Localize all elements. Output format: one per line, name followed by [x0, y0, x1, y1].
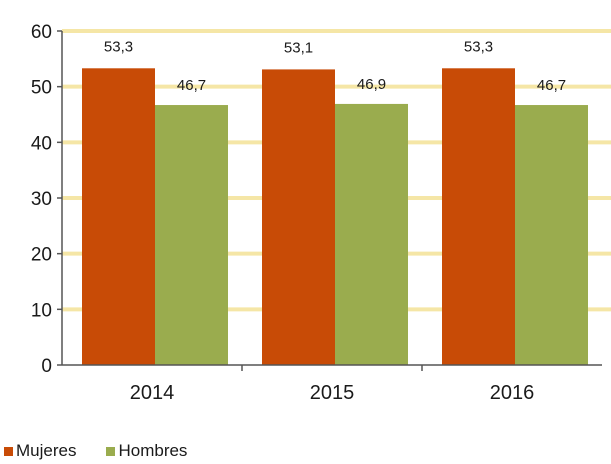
data-label-mujeres-2014: 53,3 — [104, 38, 133, 55]
legend-swatch-mujeres — [4, 446, 13, 456]
y-tick-label-60: 60 — [31, 22, 52, 43]
legend-swatch-hombres — [106, 446, 116, 456]
bar-hombres-2015 — [335, 103, 408, 365]
y-tick-label-40: 40 — [31, 133, 52, 154]
data-labels: 53,3 46,7 53,1 46,9 53,3 46,7 — [104, 38, 566, 94]
bar-mujeres-2014 — [82, 68, 155, 366]
data-label-hombres-2014: 46,7 — [177, 77, 206, 94]
x-tick-label-2016: 2016 — [490, 382, 535, 404]
data-label-hombres-2016: 46,7 — [537, 77, 566, 94]
y-tick-label-50: 50 — [31, 78, 52, 99]
bar-mujeres-2015 — [262, 69, 335, 365]
data-label-hombres-2015: 46,9 — [357, 76, 386, 93]
legend-item-mujeres: Mujeres — [4, 441, 76, 461]
legend-label-mujeres: Mujeres — [16, 441, 77, 460]
x-tick-label-2015: 2015 — [310, 382, 355, 404]
bar-hombres-2016 — [515, 105, 588, 365]
y-tick-label-10: 10 — [31, 300, 52, 321]
y-tick-label-20: 20 — [31, 245, 52, 266]
y-tick-label-0: 0 — [41, 356, 52, 377]
legend-item-hombres: Hombres — [106, 441, 187, 461]
x-axis-ticks: 2014 2015 2016 — [130, 365, 535, 404]
bar-chart: 0 10 20 30 40 50 60 2014 2015 2016 53,3 46,7 53,1 4… — [31, 22, 611, 404]
bars — [82, 68, 588, 366]
y-axis-ticks: 0 10 20 30 40 50 60 — [31, 22, 62, 377]
data-label-mujeres-2016: 53,3 — [464, 38, 493, 55]
legend: Mujeres Hombres — [4, 441, 217, 461]
bar-hombres-2014 — [155, 105, 228, 365]
legend-label-hombres: Hombres — [118, 441, 188, 460]
data-label-mujeres-2015: 53,1 — [284, 39, 313, 56]
x-tick-label-2014: 2014 — [130, 382, 175, 404]
bar-mujeres-2016 — [442, 68, 515, 366]
y-tick-label-30: 30 — [31, 189, 52, 210]
